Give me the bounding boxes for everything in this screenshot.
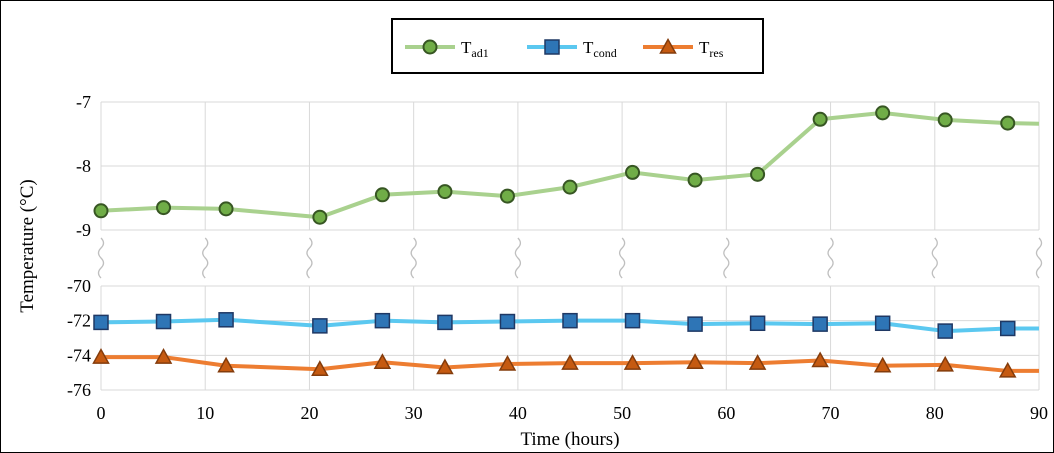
x-tick-label: 40	[509, 403, 527, 423]
data-point-res	[436, 358, 454, 375]
y-tick-label: -7	[76, 92, 91, 112]
data-point-ad1	[93, 203, 109, 219]
data-point-cond	[374, 312, 391, 329]
data-point-cond	[155, 313, 172, 330]
data-point-res	[217, 356, 235, 373]
x-tick-label: 30	[405, 403, 423, 423]
data-point-res	[92, 348, 110, 364]
axis-break-mark	[931, 237, 938, 279]
data-point-cond	[93, 314, 109, 331]
data-point-ad1	[1000, 115, 1016, 131]
x-axis-ticks: 0 10 20 30 40 50 60 70 80 90	[97, 403, 1049, 423]
data-point-ad1	[374, 187, 390, 203]
y-tick-label: -74	[67, 345, 91, 365]
axis-break-mark	[723, 237, 730, 279]
y-tick-label: -8	[76, 156, 91, 176]
x-tick-label: 90	[1030, 403, 1048, 423]
data-point-cond	[437, 314, 453, 331]
axis-break-mark	[410, 237, 417, 279]
y-tick-label: -9	[76, 220, 91, 240]
data-point-res	[686, 353, 704, 370]
data-point-ad1	[312, 209, 328, 225]
data-point-res	[498, 354, 517, 371]
legend-marker	[659, 37, 677, 54]
y-tick-label: -76	[67, 380, 91, 400]
data-point-cond	[749, 315, 766, 332]
data-point-cond	[312, 318, 328, 334]
series-line-cond	[100, 317, 1039, 334]
grid	[100, 101, 1040, 391]
data-point-ad1	[437, 184, 453, 200]
x-tick-label: 50	[613, 403, 631, 423]
legend-marker	[544, 39, 560, 55]
data-point-cond	[218, 312, 234, 328]
data-point-res	[154, 348, 173, 364]
data-point-ad1	[812, 111, 828, 127]
data-point-res	[311, 360, 329, 376]
data-point-cond	[937, 323, 953, 339]
data-point-ad1	[750, 166, 766, 182]
data-point-res	[998, 361, 1017, 378]
data-point-cond	[999, 320, 1016, 337]
x-tick-label: 0	[97, 403, 106, 423]
data-point-ad1	[499, 188, 515, 204]
y-tick-label: -72	[67, 311, 91, 331]
data-point-cond	[874, 315, 891, 332]
data-point-ad1	[218, 201, 234, 217]
axis-break-mark	[1035, 237, 1043, 279]
data-point-ad1	[687, 172, 703, 188]
y-axis-ticks: -7 -8 -9 -70 -72 -74 -76	[67, 92, 91, 400]
x-axis-label: Time (hours)	[520, 429, 619, 450]
data-point-cond	[499, 313, 516, 330]
data-point-res	[748, 354, 767, 370]
data-point-cond	[562, 312, 578, 329]
legend: Tad1 Tcond Tres	[391, 18, 764, 74]
x-tick-label: 80	[926, 403, 944, 423]
series-line-ad1	[100, 110, 1040, 220]
data-point-res	[873, 356, 892, 373]
data-point-cond	[812, 316, 828, 332]
data-point-res	[623, 354, 642, 370]
data-point-ad1	[562, 179, 578, 195]
legend-label: Tcond	[583, 38, 617, 60]
data-point-ad1	[156, 200, 172, 216]
data-point-res	[936, 355, 954, 372]
axis-break-marks	[97, 237, 1043, 279]
data-point-ad1	[937, 112, 953, 128]
data-point-ad1	[625, 164, 641, 180]
axis-break-mark	[618, 237, 626, 279]
data-point-res	[811, 351, 829, 368]
legend-label: Tres	[699, 38, 724, 60]
y-axis-label: Temperature (°C)	[17, 179, 38, 312]
axis-break-mark	[514, 237, 522, 279]
x-tick-label: 60	[717, 403, 735, 423]
data-point-ad1	[875, 105, 891, 121]
axis-break-mark	[827, 237, 834, 279]
data-point-res	[561, 354, 579, 370]
data-point-cond	[687, 316, 703, 332]
legend-label: Tad1	[461, 38, 489, 60]
axis-break-mark	[306, 237, 313, 279]
x-tick-label: 10	[196, 403, 214, 423]
data-point-cond	[624, 312, 641, 329]
axis-break-mark	[97, 237, 105, 279]
x-tick-label: 70	[822, 403, 840, 423]
axis-break-mark	[202, 237, 209, 279]
legend-marker	[422, 39, 438, 55]
series-line-res	[101, 355, 1039, 373]
x-tick-label: 20	[300, 403, 318, 423]
series-layer	[92, 105, 1040, 378]
y-tick-label: -70	[67, 276, 91, 296]
data-point-res	[373, 353, 392, 370]
